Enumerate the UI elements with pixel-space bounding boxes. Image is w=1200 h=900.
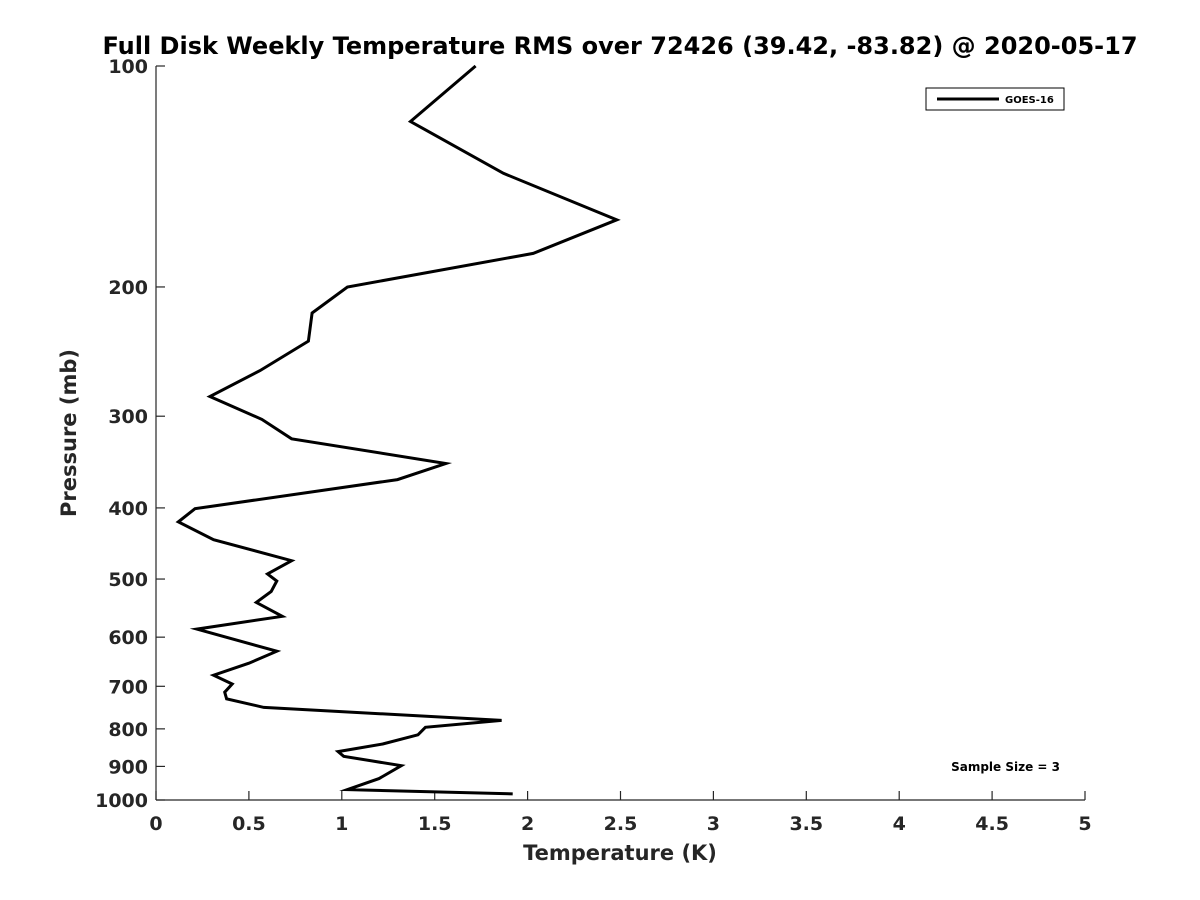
x-tick-label: 0.5 (232, 813, 266, 835)
y-axis-label: Pressure (mb) (57, 349, 81, 517)
legend: GOES-16 (925, 87, 1065, 111)
series-line-goes-16 (175, 64, 621, 796)
series-layer (175, 64, 621, 796)
y-tick-label: 900 (108, 756, 148, 778)
x-tick-label: 3 (707, 813, 720, 835)
plot-axes (155, 66, 1085, 801)
x-axis-ticks: 0 0.5 1 1.5 2 2.5 3 3.5 4 4.5 5 (149, 791, 1092, 835)
y-tick-label: 600 (108, 627, 148, 649)
x-tick-label: 3.5 (789, 813, 823, 835)
y-axis-ticks: 100 200 300 400 500 600 700 800 900 1000 (95, 56, 165, 812)
y-tick-label: 1000 (95, 790, 148, 812)
y-tick-label: 500 (108, 569, 148, 591)
x-tick-label: 1.5 (418, 813, 452, 835)
x-tick-label: 0 (149, 813, 162, 835)
sample-size-annotation: Sample Size = 3 (951, 760, 1060, 774)
x-tick-label: 5 (1078, 813, 1091, 835)
y-tick-label: 200 (108, 277, 148, 299)
legend-entry-goes-16: GOES-16 (1005, 95, 1054, 106)
x-tick-label: 2 (521, 813, 534, 835)
x-tick-label: 2.5 (604, 813, 638, 835)
y-tick-label: 400 (108, 498, 148, 520)
y-tick-label: 800 (108, 719, 148, 741)
y-tick-label: 100 (108, 56, 148, 78)
y-tick-label: 700 (108, 676, 148, 698)
x-tick-label: 1 (335, 813, 348, 835)
x-tick-label: 4 (893, 813, 906, 835)
x-tick-label: 4.5 (975, 813, 1009, 835)
x-axis-label: Temperature (K) (523, 841, 717, 865)
chart-title: Full Disk Weekly Temperature RMS over 72… (102, 32, 1137, 60)
y-tick-label: 300 (108, 406, 148, 428)
